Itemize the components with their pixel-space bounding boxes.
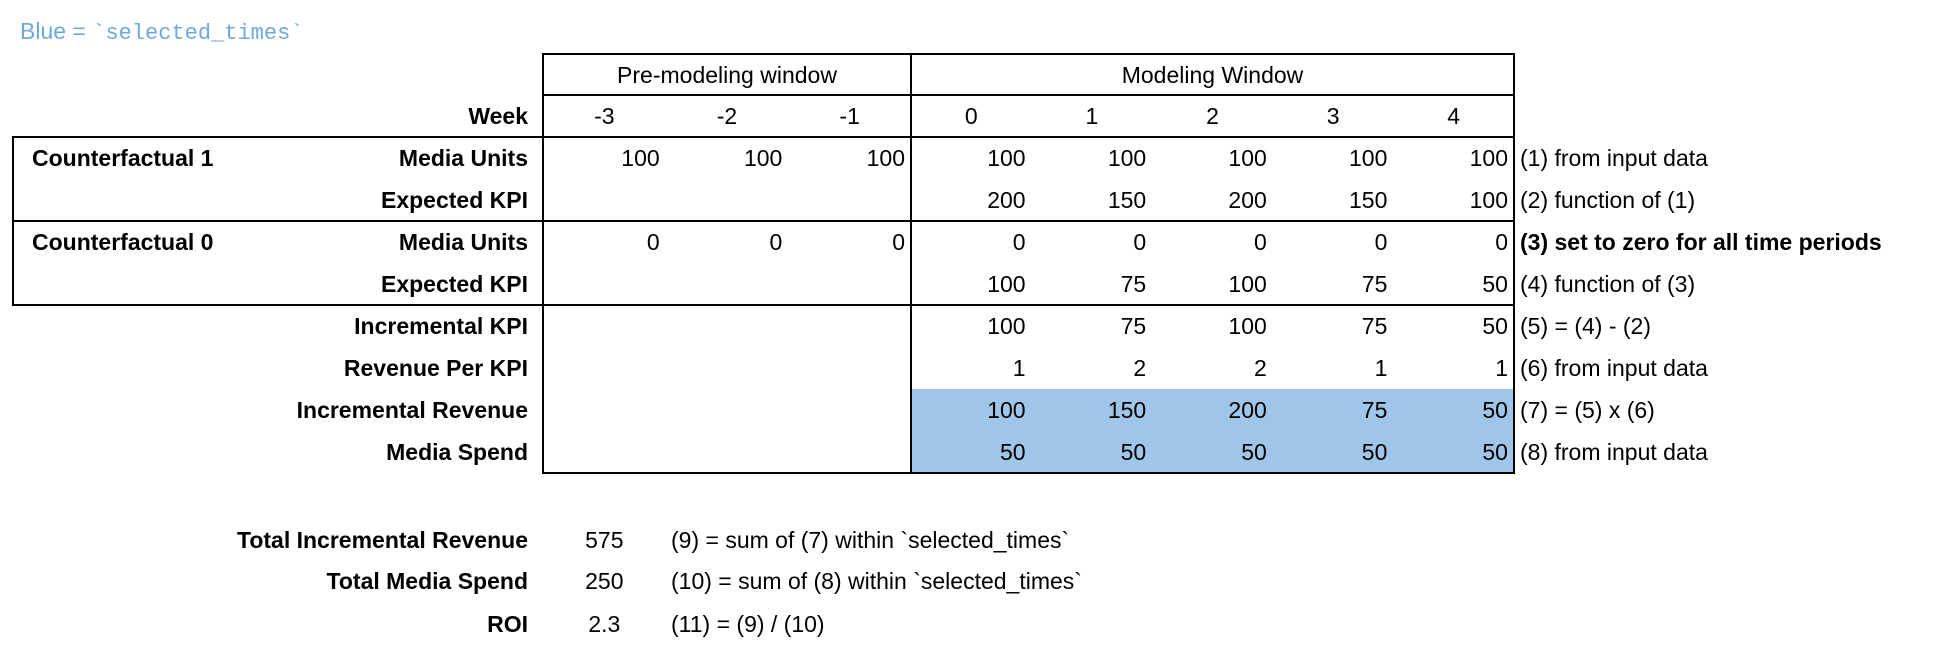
table-cell: 0 bbox=[892, 229, 905, 255]
table-cell: 50 bbox=[1482, 397, 1508, 423]
table-cell: 0 bbox=[646, 229, 660, 255]
row-note: (5) = (4) - (2) bbox=[1520, 313, 1651, 339]
table-cell: 50 bbox=[1361, 439, 1388, 465]
table-cell: 150 bbox=[1107, 397, 1147, 423]
total-value: 250 bbox=[585, 568, 624, 594]
selected-times-highlight bbox=[911, 389, 1514, 473]
total-value: 2.3 bbox=[588, 611, 621, 637]
table-cell: 150 bbox=[1349, 187, 1388, 213]
table-cell: 0 bbox=[1495, 229, 1508, 255]
row-label: Media Units bbox=[398, 145, 528, 171]
table-border bbox=[542, 53, 1515, 55]
table-border bbox=[12, 136, 1515, 138]
table-cell: 1 bbox=[1495, 355, 1508, 381]
legend-selected-times: Blue = `selected_times` bbox=[20, 18, 303, 46]
row-label: Media Units bbox=[398, 229, 528, 255]
table-cell: 75 bbox=[1361, 271, 1388, 297]
total-formula: (9) = sum of (7) within `selected_times` bbox=[671, 527, 1070, 553]
week-header--1: -1 bbox=[839, 103, 860, 129]
table-cell: 100 bbox=[1228, 313, 1267, 339]
total-formula: (11) = (9) / (10) bbox=[671, 611, 825, 637]
table-cell: 0 bbox=[1253, 229, 1267, 255]
table-cell: 100 bbox=[1228, 271, 1267, 297]
table-cell: 150 bbox=[1107, 187, 1147, 213]
row-label: Media Spend bbox=[386, 439, 528, 465]
week-label: Week bbox=[468, 103, 528, 129]
group-label: Counterfactual 0 bbox=[32, 229, 214, 255]
table-cell: 200 bbox=[987, 187, 1026, 213]
legend-code: `selected_times` bbox=[92, 21, 304, 46]
total-label: Total Media Spend bbox=[326, 568, 528, 594]
table-cell: 2 bbox=[1253, 355, 1267, 381]
row-note: (2) function of (1) bbox=[1520, 187, 1696, 213]
row-label: Incremental KPI bbox=[354, 313, 528, 339]
total-label: ROI bbox=[487, 611, 528, 637]
week-header-1: 1 bbox=[1085, 103, 1099, 129]
table-cell: 100 bbox=[987, 145, 1026, 171]
table-cell: 1 bbox=[1012, 355, 1026, 381]
row-label: Expected KPI bbox=[381, 187, 528, 213]
table-cell: 100 bbox=[987, 397, 1026, 423]
table-cell: 2 bbox=[1133, 355, 1147, 381]
total-value: 575 bbox=[585, 527, 624, 553]
total-formula: (10) = sum of (8) within `selected_times… bbox=[671, 568, 1082, 594]
table-cell: 100 bbox=[1469, 145, 1508, 171]
table-cell: 0 bbox=[1374, 229, 1388, 255]
week-header--2: -2 bbox=[716, 103, 738, 129]
table-cell: 100 bbox=[987, 271, 1026, 297]
week-header-4: 4 bbox=[1447, 103, 1461, 129]
table-cell: 100 bbox=[1228, 145, 1267, 171]
header-pre-modeling-window: Pre-modeling window bbox=[617, 62, 837, 88]
table-border bbox=[1513, 53, 1515, 473]
group-label: Counterfactual 1 bbox=[32, 145, 214, 171]
week-header-0: 0 bbox=[964, 103, 978, 129]
table-border bbox=[12, 136, 14, 305]
legend-prefix: Blue = bbox=[20, 18, 93, 44]
table-cell: 100 bbox=[987, 313, 1026, 339]
row-note: (7) = (5) x (6) bbox=[1520, 397, 1655, 423]
table-cell: 100 bbox=[866, 145, 905, 171]
table-border bbox=[542, 472, 1515, 474]
row-label: Incremental Revenue bbox=[296, 397, 528, 423]
table-cell: 200 bbox=[1228, 397, 1267, 423]
row-note: (3) set to zero for all time periods bbox=[1520, 229, 1882, 255]
table-cell: 75 bbox=[1361, 313, 1388, 339]
table-cell: 50 bbox=[1241, 439, 1267, 465]
table-cell: 100 bbox=[1469, 187, 1508, 213]
table-border bbox=[12, 220, 1515, 222]
row-note: (4) function of (3) bbox=[1520, 271, 1696, 297]
table-border bbox=[12, 304, 1515, 306]
table-cell: 0 bbox=[769, 229, 783, 255]
week-header-2: 2 bbox=[1206, 103, 1219, 129]
table-cell: 75 bbox=[1120, 271, 1147, 297]
table-cell: 200 bbox=[1228, 187, 1267, 213]
table-cell: 100 bbox=[1107, 145, 1147, 171]
table-cell: 0 bbox=[1133, 229, 1147, 255]
table-cell: 50 bbox=[1482, 313, 1508, 339]
table-cell: 50 bbox=[1000, 439, 1026, 465]
table-cell: 100 bbox=[1349, 145, 1388, 171]
table-border bbox=[542, 94, 1515, 96]
table-border bbox=[542, 53, 544, 473]
table-cell: 0 bbox=[1012, 229, 1026, 255]
table-cell: 50 bbox=[1482, 439, 1508, 465]
row-label: Expected KPI bbox=[381, 271, 528, 297]
total-label: Total Incremental Revenue bbox=[237, 527, 528, 553]
row-note: (8) from input data bbox=[1520, 439, 1708, 465]
row-label: Revenue Per KPI bbox=[343, 355, 528, 381]
table-cell: 75 bbox=[1120, 313, 1147, 339]
header-modeling-window: Modeling Window bbox=[1121, 62, 1304, 88]
table-cell: 50 bbox=[1482, 271, 1508, 297]
week-header--3: -3 bbox=[594, 103, 615, 129]
table-cell: 100 bbox=[621, 145, 660, 171]
row-note: (1) from input data bbox=[1520, 145, 1708, 171]
table-border bbox=[910, 53, 912, 473]
table-cell: 75 bbox=[1361, 397, 1388, 423]
row-note: (6) from input data bbox=[1520, 355, 1708, 381]
table-cell: 100 bbox=[743, 145, 783, 171]
week-header-3: 3 bbox=[1326, 103, 1340, 129]
table-cell: 1 bbox=[1374, 355, 1388, 381]
table-cell: 50 bbox=[1120, 439, 1147, 465]
